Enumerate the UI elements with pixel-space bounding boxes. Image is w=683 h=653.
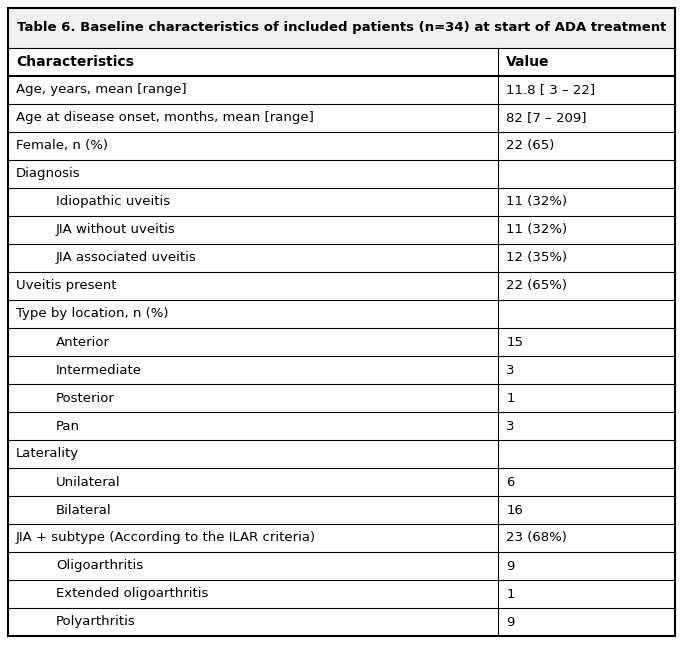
Text: Extended oligoarthritis: Extended oligoarthritis xyxy=(56,588,208,601)
Text: 9: 9 xyxy=(506,616,514,628)
Bar xyxy=(8,608,675,636)
Bar xyxy=(8,328,675,356)
Text: 16: 16 xyxy=(506,503,523,517)
Text: JIA associated uveitis: JIA associated uveitis xyxy=(56,251,197,264)
Text: Laterality: Laterality xyxy=(16,447,79,460)
Text: 22 (65%): 22 (65%) xyxy=(506,279,568,293)
Text: Posterior: Posterior xyxy=(56,392,115,404)
Bar xyxy=(8,48,675,76)
Text: Pan: Pan xyxy=(56,419,80,432)
Text: Intermediate: Intermediate xyxy=(56,364,142,377)
Text: Table 6. Baseline characteristics of included patients (n=34) at start of ADA tr: Table 6. Baseline characteristics of inc… xyxy=(17,22,666,35)
Bar xyxy=(8,8,675,48)
Text: 1: 1 xyxy=(506,588,515,601)
Bar xyxy=(8,160,675,188)
Text: Idiopathic uveitis: Idiopathic uveitis xyxy=(56,195,170,208)
Bar xyxy=(8,188,675,216)
Text: Diagnosis: Diagnosis xyxy=(16,168,81,180)
Bar xyxy=(8,244,675,272)
Text: Bilateral: Bilateral xyxy=(56,503,111,517)
Bar xyxy=(8,440,675,468)
Text: 3: 3 xyxy=(506,364,515,377)
Text: Age at disease onset, months, mean [range]: Age at disease onset, months, mean [rang… xyxy=(16,112,314,125)
Bar xyxy=(8,300,675,328)
Text: 3: 3 xyxy=(506,419,515,432)
Bar xyxy=(8,132,675,160)
Text: Uveitis present: Uveitis present xyxy=(16,279,117,293)
Bar xyxy=(8,384,675,412)
Text: 11 (32%): 11 (32%) xyxy=(506,195,568,208)
Bar xyxy=(8,216,675,244)
Text: 11.8 [ 3 – 22]: 11.8 [ 3 – 22] xyxy=(506,84,596,97)
Bar xyxy=(8,104,675,132)
Text: Oligoarthritis: Oligoarthritis xyxy=(56,560,143,573)
Text: Characteristics: Characteristics xyxy=(16,55,134,69)
Text: 22 (65): 22 (65) xyxy=(506,140,555,153)
Text: 12 (35%): 12 (35%) xyxy=(506,251,568,264)
Text: Type by location, n (%): Type by location, n (%) xyxy=(16,308,169,321)
Text: 15: 15 xyxy=(506,336,523,349)
Text: 11 (32%): 11 (32%) xyxy=(506,223,568,236)
Bar xyxy=(8,496,675,524)
Text: JIA without uveitis: JIA without uveitis xyxy=(56,223,176,236)
Text: Unilateral: Unilateral xyxy=(56,475,121,488)
Text: 82 [7 – 209]: 82 [7 – 209] xyxy=(506,112,587,125)
Text: 6: 6 xyxy=(506,475,514,488)
Text: 23 (68%): 23 (68%) xyxy=(506,532,567,545)
Text: JIA + subtype (According to the ILAR criteria): JIA + subtype (According to the ILAR cri… xyxy=(16,532,316,545)
Bar xyxy=(8,580,675,608)
Text: Age, years, mean [range]: Age, years, mean [range] xyxy=(16,84,186,97)
Text: Anterior: Anterior xyxy=(56,336,110,349)
Text: 1: 1 xyxy=(506,392,515,404)
Bar xyxy=(8,552,675,580)
Text: Female, n (%): Female, n (%) xyxy=(16,140,108,153)
Bar xyxy=(8,356,675,384)
Bar xyxy=(8,412,675,440)
Text: Value: Value xyxy=(506,55,550,69)
Text: 9: 9 xyxy=(506,560,514,573)
Bar xyxy=(8,524,675,552)
Bar xyxy=(8,272,675,300)
Text: Polyarthritis: Polyarthritis xyxy=(56,616,136,628)
Bar xyxy=(8,468,675,496)
Bar xyxy=(8,76,675,104)
